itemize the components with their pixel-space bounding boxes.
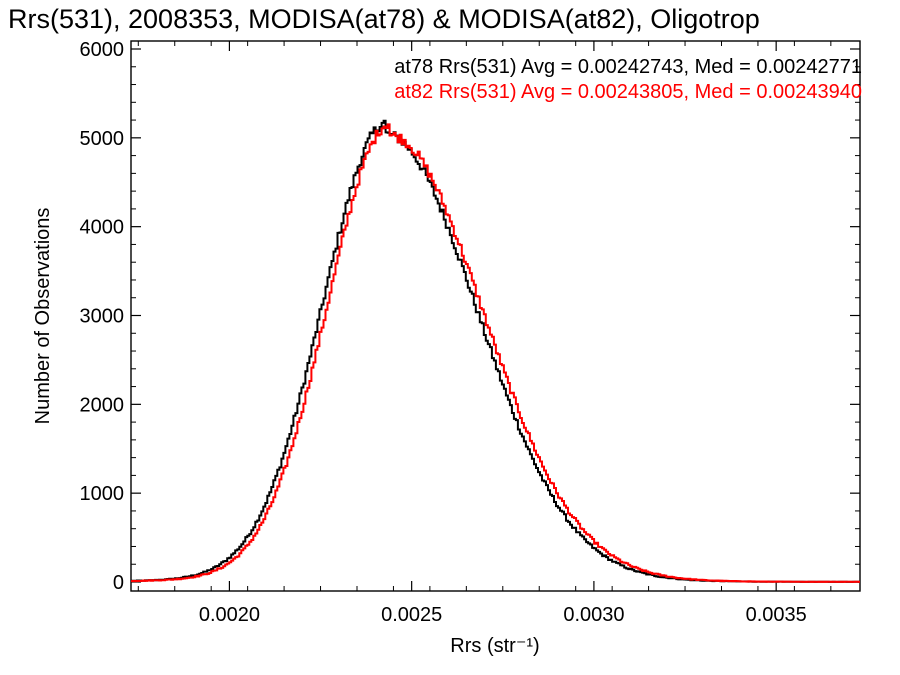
y-tick-label: 0: [113, 572, 124, 594]
x-tick-label: 0.0025: [381, 604, 442, 626]
y-tick-label: 1000: [80, 483, 125, 505]
histogram-series-2: [131, 123, 860, 583]
y-tick-label: 6000: [80, 39, 125, 61]
x-tick-label: 0.0035: [746, 604, 807, 626]
legend-annotation-1: at78 Rrs(531) Avg = 0.00242743, Med = 0.…: [394, 56, 862, 78]
y-axis-label: Number of Observations: [32, 208, 54, 425]
y-tick-label: 2000: [80, 394, 125, 416]
chart-title: Rrs(531), 2008353, MODISA(at78) & MODISA…: [8, 4, 760, 34]
y-tick-label: 4000: [80, 217, 125, 239]
annotation-layer: at78 Rrs(531) Avg = 0.00242743, Med = 0.…: [394, 56, 862, 103]
x-tick-label: 0.0030: [563, 604, 624, 626]
plot-frame: [130, 40, 861, 592]
series-layer: [131, 119, 860, 583]
legend-annotation-2: at82 Rrs(531) Avg = 0.00243805, Med = 0.…: [394, 81, 862, 103]
x-axis-label: Rrs (str⁻¹): [450, 635, 539, 657]
x-tick-label: 0.0020: [199, 604, 260, 626]
y-tick-label: 5000: [80, 128, 125, 150]
y-axis-ticks: 0 1000 2000 3000 4000 5000 6000: [80, 39, 860, 594]
x-axis-ticks: 0.0020 0.0025 0.0030 0.0035: [137, 41, 832, 626]
y-tick-label: 3000: [80, 306, 125, 328]
